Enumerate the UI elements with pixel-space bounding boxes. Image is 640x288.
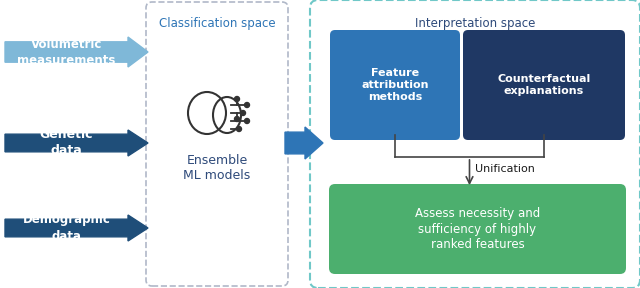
Circle shape [244,118,250,124]
FancyArrow shape [5,130,148,156]
Text: Classification space: Classification space [159,18,275,31]
FancyBboxPatch shape [329,184,626,274]
FancyBboxPatch shape [330,30,460,140]
Circle shape [244,103,250,107]
Text: Demographic
data: Demographic data [22,213,111,242]
Text: Feature
attribution
methods: Feature attribution methods [361,69,429,102]
Text: Counterfactual
explanations: Counterfactual explanations [497,74,591,96]
FancyBboxPatch shape [310,0,640,288]
Text: Volumetric
measurements: Volumetric measurements [17,37,116,67]
Circle shape [241,111,246,115]
Text: Ensemble
ML models: Ensemble ML models [184,154,251,182]
Text: Assess necessity and
sufficiency of highly
ranked features: Assess necessity and sufficiency of high… [415,207,540,251]
FancyArrow shape [285,127,323,159]
Circle shape [234,117,239,122]
FancyBboxPatch shape [146,2,288,286]
Text: Unification: Unification [474,164,534,174]
Circle shape [237,126,241,132]
FancyArrow shape [5,215,148,241]
FancyArrow shape [5,37,148,67]
Text: Interpretation space: Interpretation space [415,18,535,31]
Text: Genetic
data: Genetic data [40,128,93,158]
FancyBboxPatch shape [463,30,625,140]
Circle shape [234,96,239,101]
